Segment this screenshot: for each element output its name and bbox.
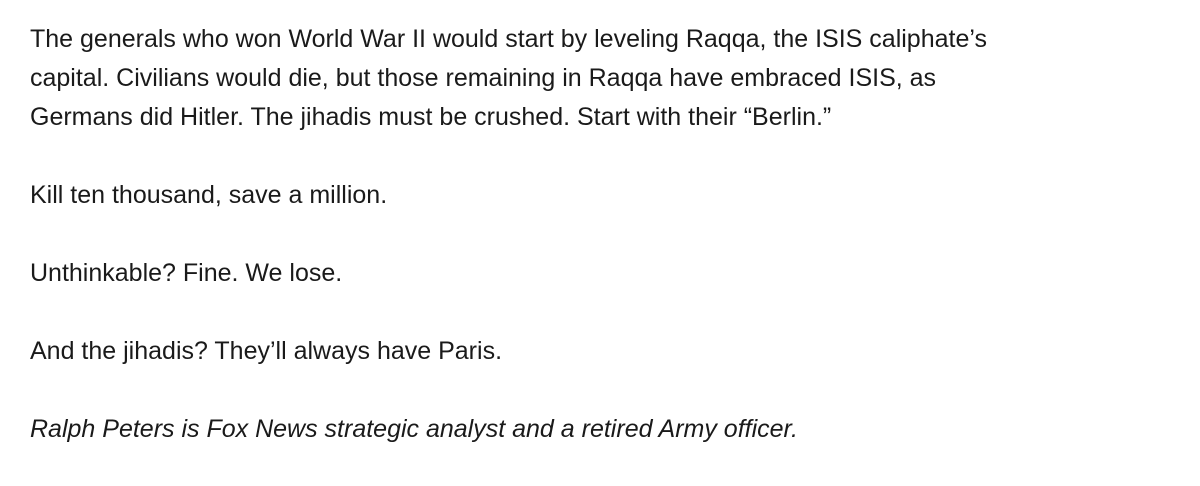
paragraph-1-line-1: The generals who won World War II would … bbox=[30, 25, 987, 53]
paragraph-1-line-2: capital. Civilians would die, but those … bbox=[30, 64, 937, 92]
paragraph-4: And the jihadis? They’ll always have Par… bbox=[30, 337, 503, 365]
paragraph-3: Unthinkable? Fine. We lose. bbox=[30, 259, 343, 287]
article-body: The generals who won World War II would … bbox=[30, 20, 1180, 449]
author-byline: Ralph Peters is Fox News strategic analy… bbox=[30, 415, 798, 443]
paragraph-1-line-3: Germans did Hitler. The jihadis must be … bbox=[30, 103, 832, 131]
paragraph-2: Kill ten thousand, save a million. bbox=[30, 181, 388, 209]
